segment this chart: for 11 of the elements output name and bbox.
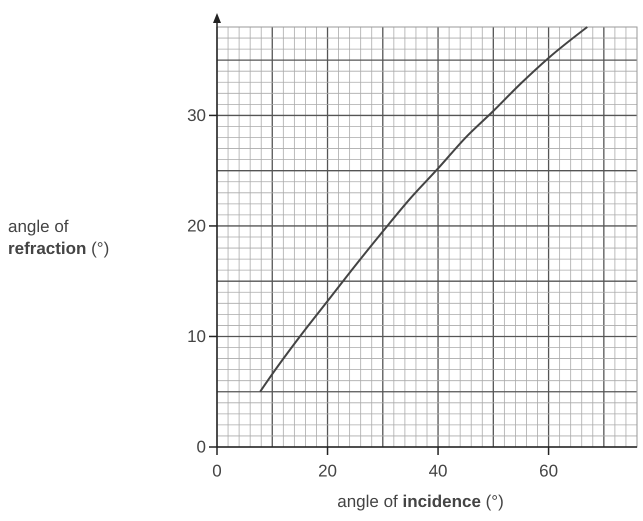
x-tick-label: 20 [318, 462, 337, 481]
line-series [259, 26, 588, 393]
y-axis-title: angle of refraction (°) [8, 217, 110, 258]
x-tick-label: 60 [539, 462, 558, 481]
y-tick-label: 10 [187, 326, 206, 346]
y-tick-label: 20 [187, 216, 206, 236]
x-tick-label: 40 [428, 462, 448, 481]
x-axis-title: angle of incidence (°) [337, 492, 504, 511]
y-tick-label: 30 [187, 106, 206, 125]
y-tick-label: 0 [196, 437, 206, 456]
x-tick-label: 0 [212, 462, 222, 481]
